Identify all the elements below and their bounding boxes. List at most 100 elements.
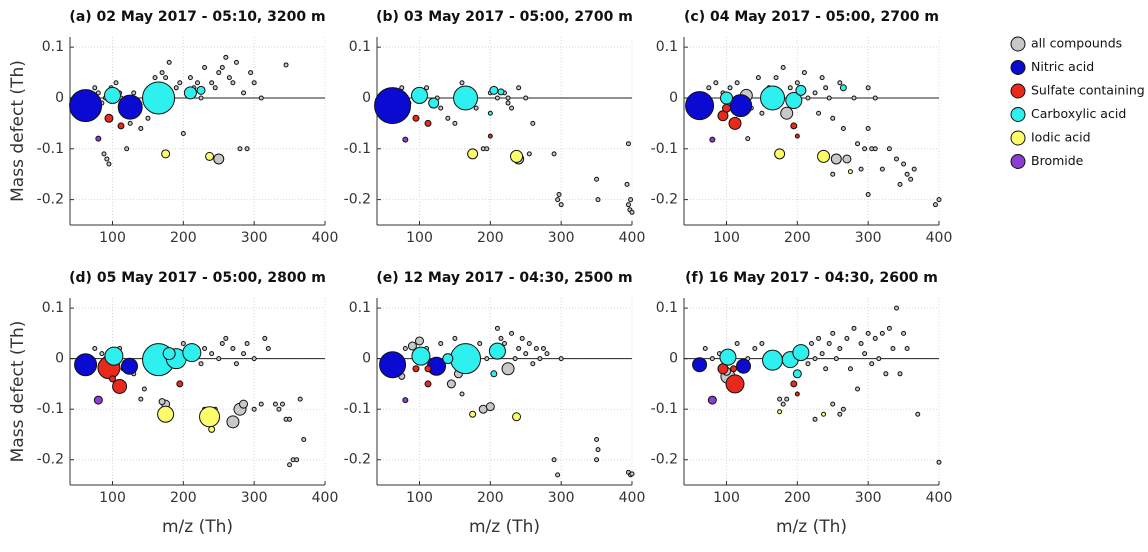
bubble xyxy=(223,54,229,60)
x-tick-label: 200 xyxy=(477,230,504,246)
bubble xyxy=(498,335,504,341)
bubble xyxy=(509,105,515,111)
bubble xyxy=(894,305,899,311)
bubble xyxy=(424,85,430,91)
y-tick-label: -0.2 xyxy=(344,192,371,208)
bubble xyxy=(198,361,204,367)
bubble xyxy=(784,396,790,402)
bubble xyxy=(719,348,737,366)
x-tick-label: 400 xyxy=(312,230,339,246)
y-tick-label: -0.2 xyxy=(37,192,64,208)
y-tick-label: 0 xyxy=(669,90,678,106)
y-tick-label: 0.1 xyxy=(656,39,678,55)
bubble xyxy=(459,80,465,86)
legend-label: Bromide xyxy=(1031,153,1084,168)
bubble xyxy=(490,370,498,378)
bubble xyxy=(897,181,903,187)
bubble xyxy=(494,95,500,101)
bubble xyxy=(283,62,289,68)
y-tick-label: -0.2 xyxy=(651,192,678,208)
bubble xyxy=(74,353,98,377)
x-tick-label: 100 xyxy=(406,230,433,246)
panel-title: (d) 05 May 2017 - 05:00, 2800 m xyxy=(69,270,326,286)
bubble xyxy=(209,80,215,86)
bubble xyxy=(760,85,786,111)
bubble xyxy=(202,346,208,352)
x-tick-label: 100 xyxy=(713,490,740,506)
bubble xyxy=(109,375,116,383)
bubble xyxy=(551,457,557,463)
bubble xyxy=(402,346,408,352)
x-tick-label: 100 xyxy=(406,490,433,506)
bubble xyxy=(438,340,444,346)
bubble xyxy=(138,396,144,402)
bubble xyxy=(865,330,871,336)
bubble xyxy=(722,103,731,113)
bubble xyxy=(208,425,216,433)
bubble xyxy=(161,149,171,159)
bubble xyxy=(816,110,822,116)
bubble xyxy=(297,396,303,402)
bubble xyxy=(830,153,842,165)
legend-marker xyxy=(1010,83,1026,99)
bubble xyxy=(487,110,493,116)
bubble xyxy=(239,399,249,409)
x-tick-label: 400 xyxy=(312,490,339,506)
bubble xyxy=(823,366,829,372)
bubble xyxy=(780,106,794,120)
bubble xyxy=(251,80,257,86)
bubble xyxy=(780,64,786,70)
bubble xyxy=(415,336,424,346)
bubble xyxy=(411,346,431,366)
bubble xyxy=(516,346,522,352)
x-tick-label: 300 xyxy=(241,490,268,506)
bubble xyxy=(237,146,243,152)
bubble xyxy=(851,325,857,331)
bubble xyxy=(526,340,532,346)
bubble xyxy=(809,340,814,346)
bubble xyxy=(540,346,546,352)
bubble xyxy=(484,146,490,152)
bubble xyxy=(485,402,495,412)
bubble xyxy=(858,340,864,346)
x-tick-label: 200 xyxy=(170,490,197,506)
bubble xyxy=(219,64,225,70)
panel: -0.2 -0.1 0 0.1 100 200 300 400 (b) 03 May 2017 … xyxy=(344,9,646,246)
bubble xyxy=(159,70,165,76)
x-tick-label: 200 xyxy=(784,230,811,246)
y-tick-label: 0.1 xyxy=(42,39,64,55)
x-tick-label: 400 xyxy=(619,230,646,246)
bubble xyxy=(908,176,914,182)
bubble xyxy=(792,369,802,379)
bubble xyxy=(183,86,197,100)
bubble xyxy=(901,161,907,167)
bubble xyxy=(762,349,784,371)
bubble xyxy=(176,380,184,388)
bubble xyxy=(484,356,490,362)
bubble xyxy=(869,361,875,367)
y-axis-label: Mass defect (Th) xyxy=(8,321,28,463)
bubble xyxy=(830,115,836,121)
bubble xyxy=(195,80,200,86)
bubble xyxy=(855,141,861,147)
y-tick-label: -0.1 xyxy=(344,141,371,157)
bubble xyxy=(226,75,232,81)
bubble xyxy=(713,80,719,86)
bubble xyxy=(879,166,885,172)
bubble xyxy=(452,120,458,126)
bubble xyxy=(412,365,420,373)
y-tick-label: 0 xyxy=(55,90,64,106)
bubble xyxy=(595,447,601,453)
panel: -0.2 -0.1 0 0.1 100 200 300 400 (f) 16 May 2017 … xyxy=(651,270,953,537)
legend-marker xyxy=(1010,154,1026,169)
bubble xyxy=(473,105,479,111)
bubble xyxy=(594,176,600,182)
bubble xyxy=(872,335,878,341)
bubble xyxy=(628,197,634,203)
bubble xyxy=(402,136,409,143)
bubble xyxy=(720,91,733,105)
bubble xyxy=(199,406,221,428)
bubble xyxy=(833,356,839,362)
bubble xyxy=(759,110,765,116)
bubble xyxy=(104,113,114,123)
